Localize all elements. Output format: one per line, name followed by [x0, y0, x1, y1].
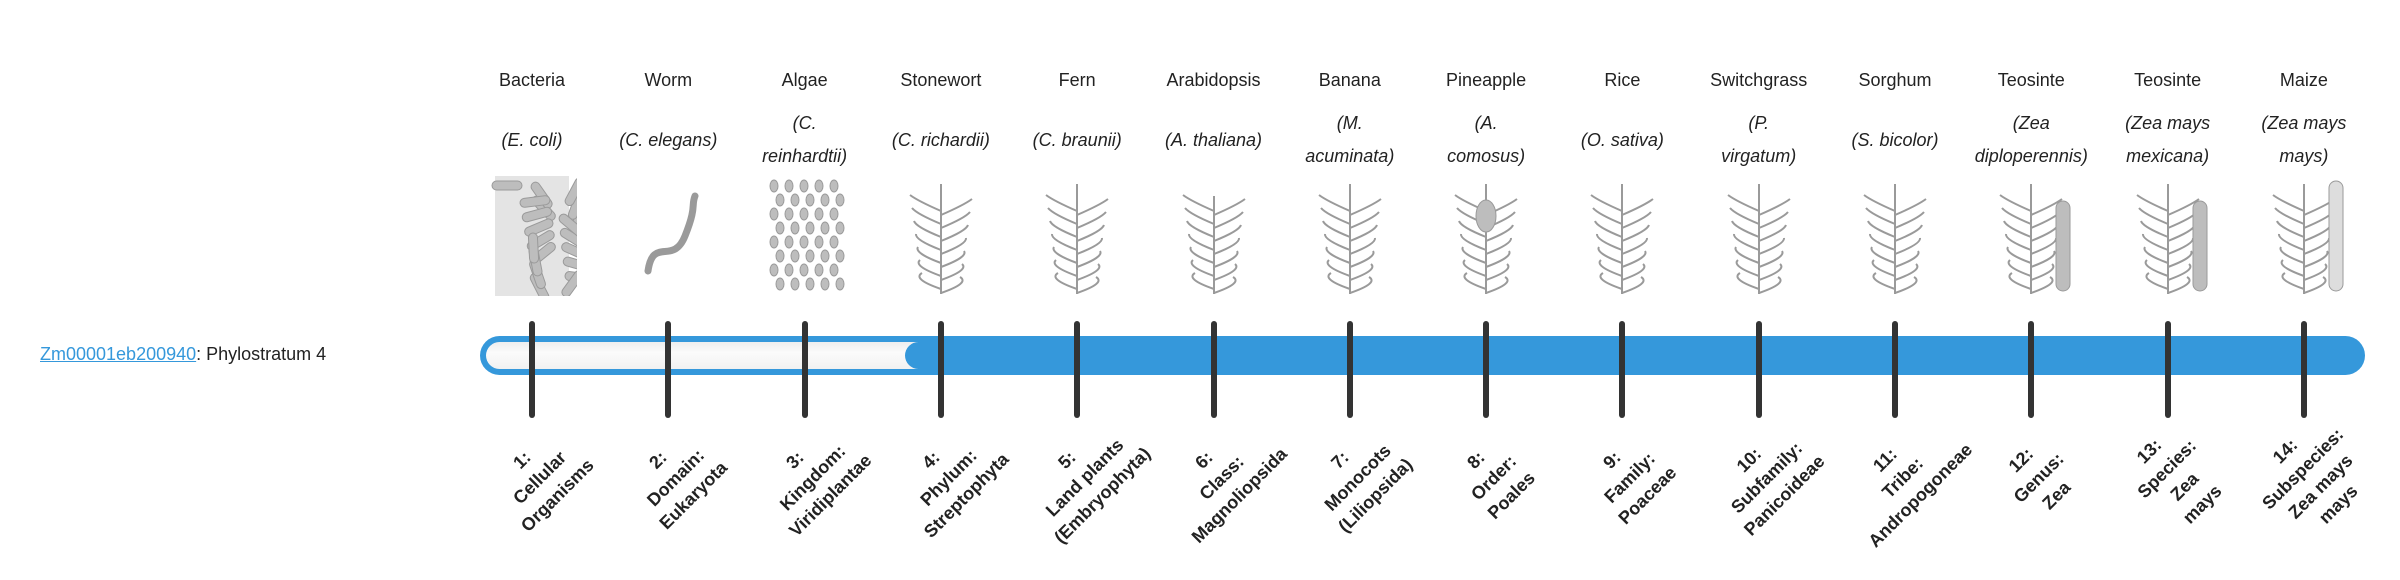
organism-scientific-name: (C. reinhardtii) [762, 113, 848, 166]
stratum-label: 11: Tribe: Andropogoneae [1864, 439, 1977, 552]
stratum-tick [2300, 321, 2307, 418]
stratum-label: 4: Phylum: Streptophyta [916, 445, 1013, 542]
worm-icon [623, 176, 713, 296]
organism-common-name: Teosinte [2134, 70, 2202, 90]
organism-scientific-name: (E. coli) [501, 129, 563, 150]
stonewort-icon [896, 176, 986, 296]
organism-scientific-name: (Zea mays mexicana) [2125, 113, 2211, 166]
stratum-tick [1074, 321, 1081, 418]
organism-scientific-name: (C. elegans) [619, 129, 718, 150]
pineapple-icon [1441, 176, 1531, 296]
organism-common-name: Sorghum [1858, 70, 1932, 90]
stratum-label: 7: Monocots (Liliopsida) [1320, 440, 1417, 537]
stratum-tick [2164, 321, 2171, 418]
gene-link[interactable]: Zm00001eb200940 [40, 344, 197, 364]
stratum-label: 10: Subfamily: Panicoideae [1726, 438, 1829, 540]
stratum-tick [1755, 321, 1762, 418]
stratum-label: 8: Order: Poales [1463, 447, 1540, 523]
organism-scientific-name: (P. virgatum) [1721, 113, 1797, 166]
teosinte-icon [2123, 176, 2213, 296]
organism-scientific-name: (S. bicolor) [1851, 129, 1939, 150]
organism-scientific-name: (Zea diploperennis) [1974, 113, 2088, 166]
organism-common-name: Algae [781, 70, 828, 90]
arabidopsis-icon [1169, 176, 1259, 296]
phylostratum-bar [480, 336, 2365, 375]
rice-icon [1577, 176, 1667, 296]
stratum-label: 2: Domain: Eukaryota [643, 445, 732, 534]
stratum-label: 3: Kingdom: Viridiplantae [775, 440, 876, 541]
stratum-tick [801, 321, 808, 418]
stratum-tick [2028, 321, 2035, 418]
organism-scientific-name: (O. sativa) [1580, 129, 1664, 150]
stratum-label: 1: Cellular Organisms [509, 447, 598, 536]
fern-icon [1032, 176, 1122, 296]
stratum-tick [1483, 321, 1490, 418]
organism-scientific-name: (Zea mays mays) [2261, 113, 2347, 166]
organism-scientific-name: (A. comosus) [1447, 113, 1526, 166]
organism-scientific-name: (C. braunii) [1032, 129, 1122, 150]
organism-scientific-name: (M. acuminata) [1305, 113, 1395, 166]
organism-common-name: Teosinte [1997, 70, 2065, 90]
stratum-label: 14: Subspecies: Zea mays mays [2258, 424, 2362, 528]
stratum-label: 12: Genus: Zea [2004, 443, 2075, 514]
phylostratum-bar-empty [486, 342, 919, 369]
organism-common-name: Banana [1318, 70, 1381, 90]
stratum-tick [1619, 321, 1626, 418]
stratum-tick [937, 321, 944, 418]
organism-common-name: Pineapple [1446, 70, 1527, 90]
stratum-tick [1346, 321, 1353, 418]
organism-common-name: Arabidopsis [1166, 70, 1261, 90]
switchgrass-icon [1714, 176, 1804, 296]
organism-common-name: Stonewort [900, 70, 982, 90]
stratum-label: 6: Class: Magnoliopsida [1187, 443, 1291, 547]
organism-common-name: Fern [1058, 70, 1096, 90]
organism-common-name: Bacteria [498, 70, 566, 90]
stratum-tick [529, 321, 535, 418]
stratum-label: 5: Land plants (Embryophyta) [1042, 434, 1155, 548]
bacteria-icon [487, 176, 596, 302]
stratum-label: 9: Family: Poaceae [1599, 447, 1681, 529]
organism-common-name: Switchgrass [1710, 70, 1808, 90]
stratum-tick [665, 321, 672, 418]
organism-common-name: Rice [1604, 70, 1641, 90]
organism-scientific-name: (C. richardii) [891, 129, 990, 150]
stratum-tick [1892, 321, 1898, 418]
gene-label: Zm00001eb200940: Phylostratum 4 [40, 344, 326, 365]
organism-common-name: Maize [2279, 70, 2328, 90]
stratum-tick [1210, 321, 1217, 418]
organism-common-name: Worm [644, 70, 693, 90]
banana-icon [1305, 176, 1395, 296]
maize-icon [2259, 176, 2349, 296]
teosinte-icon [1986, 176, 2076, 296]
algae-icon [760, 176, 850, 296]
sorghum-icon [1850, 176, 1940, 296]
phylostratum-text: : Phylostratum 4 [196, 344, 327, 364]
organism-scientific-name: (A. thaliana) [1164, 129, 1263, 150]
